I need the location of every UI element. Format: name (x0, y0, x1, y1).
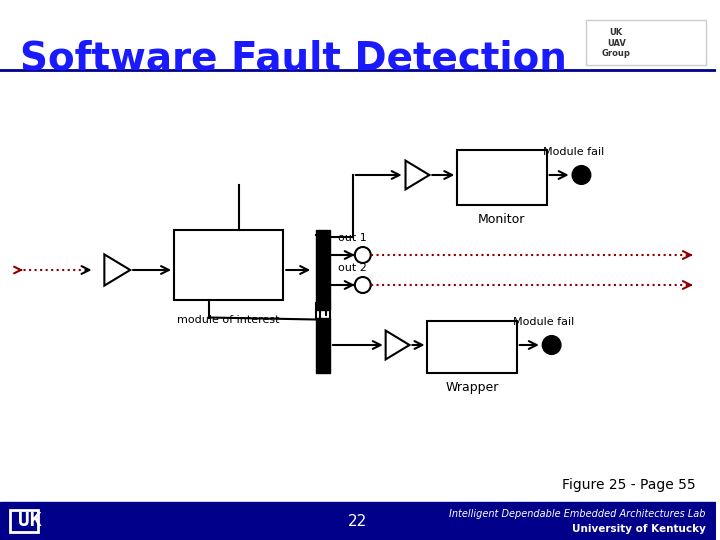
Text: Wrapper: Wrapper (446, 381, 499, 394)
PathPatch shape (104, 254, 130, 286)
Text: Figure 25 - Page 55: Figure 25 - Page 55 (562, 478, 696, 492)
Bar (10, 510, 37, 532)
Text: module of interest: module of interest (177, 315, 280, 325)
Circle shape (572, 166, 590, 184)
Circle shape (355, 277, 371, 293)
Text: Software Fault Detection: Software Fault Detection (20, 40, 567, 78)
Text: out 1: out 1 (338, 233, 367, 243)
Text: Monitor: Monitor (478, 213, 526, 226)
Bar (0, 502, 716, 540)
Circle shape (355, 247, 371, 263)
Bar (586, 20, 706, 65)
Bar (316, 230, 330, 310)
Bar (428, 321, 517, 373)
Circle shape (543, 336, 561, 354)
Text: University of Kentucky: University of Kentucky (572, 524, 706, 534)
Text: UK: UK (18, 511, 41, 530)
Text: out 2: out 2 (338, 263, 367, 273)
PathPatch shape (405, 160, 429, 190)
Bar (174, 230, 283, 300)
PathPatch shape (386, 330, 410, 360)
Bar (457, 150, 546, 205)
Text: 22: 22 (348, 514, 367, 529)
Text: Module fail: Module fail (543, 147, 604, 157)
Text: Module fail: Module fail (513, 317, 575, 327)
Bar (316, 318, 330, 373)
Text: UK
UAV
Group: UK UAV Group (602, 28, 631, 58)
Text: Intelligent Dependable Embedded Architectures Lab: Intelligent Dependable Embedded Architec… (449, 509, 706, 519)
